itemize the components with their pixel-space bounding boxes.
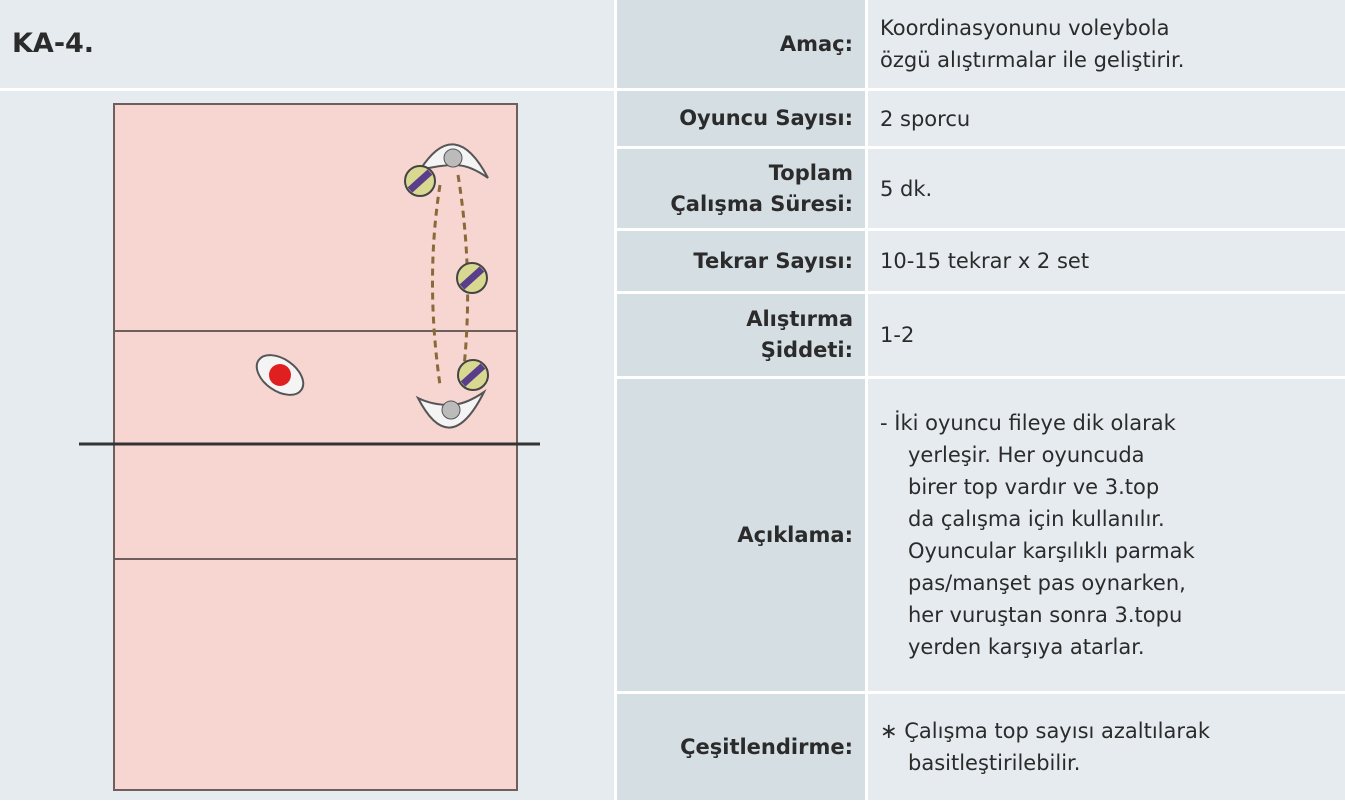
row-label: Toplam Çalışma Süresi:	[617, 149, 865, 228]
row-label: Alıştırma Şiddeti:	[617, 294, 865, 376]
value-line: - İki oyuncu fileye dik olarak	[880, 411, 1176, 435]
row-value: 10-15 tekrar x 2 set	[868, 231, 1345, 291]
label-line: Tekrar Sayısı:	[693, 248, 853, 273]
row-value: 1-2	[868, 294, 1345, 376]
value-line: Koordinasyonunu voleybola	[880, 16, 1170, 40]
value-line: her vuruştan sonra 3.topu	[908, 603, 1183, 627]
row-label: Amaç:	[617, 0, 865, 88]
label-line: Şiddeti:	[760, 338, 853, 362]
value-line: özgü alıştırmalar ile geliştirir.	[880, 48, 1185, 72]
value-line: 10-15 tekrar x 2 set	[880, 249, 1090, 273]
row-label: Çeşitlendirme:	[617, 694, 865, 800]
label-line: Açıklama:	[737, 522, 853, 547]
value-line: 5 dk.	[880, 176, 933, 201]
value-line: da çalışma için kullanılır.	[908, 507, 1165, 531]
value-line: ∗ Çalışma top sayısı azaltılarak	[880, 719, 1211, 743]
court	[113, 103, 518, 791]
title-box: KA-4.	[0, 0, 614, 88]
row-value: Koordinasyonunu voleybola özgü alıştırmal…	[868, 0, 1345, 88]
row-value: 5 dk.	[868, 149, 1345, 228]
pass-path	[431, 184, 442, 386]
row-label: Oyuncu Sayısı:	[617, 91, 865, 146]
row-label: Açıklama:	[617, 379, 865, 691]
row-value: ∗ Çalışma top sayısı azaltılarak basitleş…	[868, 694, 1345, 800]
value-line: 1-2	[880, 323, 915, 347]
row-value: - İki oyuncu fileye dik olarak yerleşir. …	[868, 379, 1345, 691]
player-bottom	[415, 388, 487, 429]
label-line: Oyuncu Sayısı:	[679, 106, 853, 130]
label-line: Çeşitlendirme:	[680, 734, 853, 759]
row-label: Tekrar Sayısı:	[617, 231, 865, 291]
row-value: 2 sporcu	[868, 91, 1345, 146]
label-line: Çalışma Süresi:	[670, 191, 853, 216]
diagram-panel	[0, 91, 614, 800]
value-line: birer top vardır ve 3.top	[908, 475, 1160, 499]
player-red	[255, 354, 305, 396]
value-line: 2 sporcu	[880, 106, 971, 131]
value-line: basitleştirilebilir.	[908, 751, 1081, 775]
pass-path	[456, 174, 470, 386]
court-diagram	[79, 103, 540, 791]
player-top	[417, 143, 489, 179]
label-line: Alıştırma	[746, 307, 853, 331]
balls	[404, 165, 489, 391]
value-line: pas/manşet pas oynarken,	[908, 571, 1186, 595]
value-line: Oyuncular karşılıklı parmak	[908, 539, 1195, 563]
value-line: yerleşir. Her oyuncuda	[908, 443, 1145, 467]
title: KA-4.	[12, 28, 95, 59]
label-line: Toplam	[768, 160, 853, 185]
value-line: yerden karşıya atarlar.	[908, 635, 1145, 659]
label-line: Amaç:	[779, 31, 853, 56]
